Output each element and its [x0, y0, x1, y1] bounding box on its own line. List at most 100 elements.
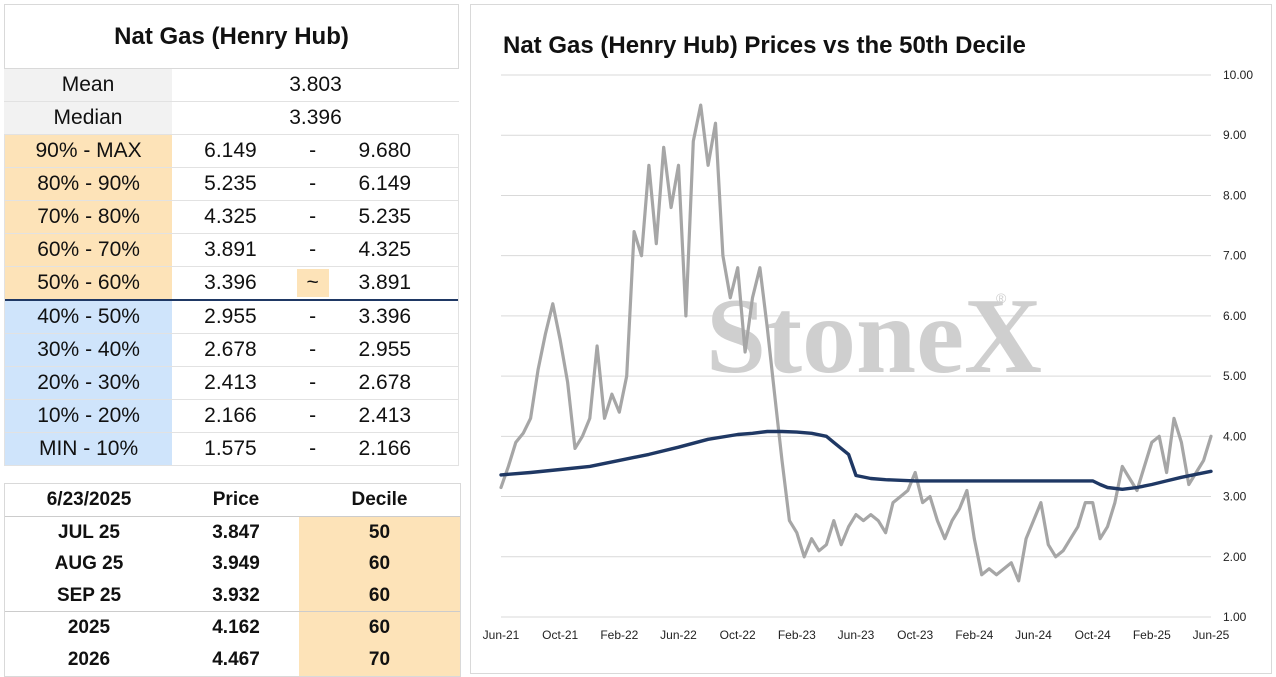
decile-label: 60% - 70%: [5, 234, 173, 266]
decile-low: 5.235: [204, 172, 257, 195]
contract-price: 4.162: [212, 617, 260, 639]
futures-row: JUL 25 3.847 50: [5, 516, 460, 549]
decile-row: 50% - 60% 3.396 ~3.891: [5, 267, 458, 301]
decile-label: 30% - 40%: [5, 334, 173, 366]
x-tick-label: Oct-24: [1075, 628, 1111, 642]
mean-label: Mean: [4, 69, 172, 101]
decile-row: 40% - 50% 2.955 - 3.396: [5, 301, 458, 334]
decile-table: Nat Gas (Henry Hub) Mean 3.803 Median 3.…: [4, 4, 459, 466]
futures-row: 2026 4.467 70: [5, 643, 460, 676]
decile-50th-series-line: [499, 429, 1213, 491]
decile-row: 30% - 40% 2.678 - 2.955: [5, 334, 458, 367]
decile-high: 3.396: [358, 305, 412, 328]
decile-low: 2.166: [204, 404, 257, 427]
mean-value: 3.803: [289, 73, 342, 96]
futures-rows: JUL 25 3.847 50 AUG 25 3.949 60 SEP 25 3.932 60 2…: [5, 516, 460, 676]
contract-price: 3.949: [212, 553, 260, 575]
price-series-line: [499, 103, 1213, 583]
decile-label: 90% - MAX: [5, 135, 173, 167]
futures-table: 6/23/2025 Price Decile JUL 25 3.847 50 AUG …: [4, 483, 461, 677]
contract-price: 4.467: [212, 648, 260, 670]
x-tick-label: Feb-22: [600, 628, 638, 642]
x-tick-label: Jun-23: [838, 628, 875, 642]
decile-high: 4.325: [358, 238, 412, 261]
decile-high: 6.149: [358, 172, 412, 195]
x-tick-label: Feb-24: [955, 628, 993, 642]
registered-mark: ®: [996, 290, 1007, 306]
contract-label: JUL 25: [58, 521, 120, 543]
decile-high: 5.235: [358, 205, 412, 228]
futures-header: 6/23/2025 Price Decile: [5, 484, 460, 517]
mean-row: Mean 3.803: [4, 69, 459, 102]
decile-label: 40% - 50%: [5, 301, 173, 333]
decile-separator: -: [309, 338, 317, 361]
y-tick-label: 1.00: [1223, 610, 1247, 624]
x-tick-label: Jun-24: [1015, 628, 1052, 642]
table-title: Nat Gas (Henry Hub): [4, 4, 459, 69]
decile-low: 3.891: [204, 238, 257, 261]
decile-rows: 90% - MAX 6.149 - 9.680 80% - 90% 5.235 - 6.149…: [4, 135, 459, 466]
decile-label: 50% - 60%: [5, 267, 173, 299]
decile-label: 10% - 20%: [5, 400, 173, 432]
y-tick-label: 6.00: [1223, 309, 1247, 323]
decile-label: 80% - 90%: [5, 168, 173, 200]
median-value: 3.396: [289, 106, 342, 129]
y-tick-label: 5.00: [1223, 369, 1247, 383]
x-tick-label: Jun-25: [1193, 628, 1230, 642]
decile-header: Decile: [351, 489, 408, 510]
decile-high: 2.955: [358, 338, 412, 361]
x-tick-label: Oct-22: [720, 628, 756, 642]
decile-label: 70% - 80%: [5, 201, 173, 233]
decile-separator: -: [309, 305, 317, 328]
decile-row: 20% - 30% 2.413 - 2.678: [5, 367, 458, 400]
contract-label: AUG 25: [54, 553, 124, 575]
decile-high: 3.891: [358, 271, 412, 294]
decile-low: 2.413: [204, 371, 257, 394]
decile-row: 80% - 90% 5.235 - 6.149: [5, 168, 458, 201]
y-tick-label: 9.00: [1223, 128, 1247, 142]
stonex-watermark: StoneX: [706, 277, 1042, 396]
decile-row: 10% - 20% 2.166 - 2.413: [5, 400, 458, 433]
contract-label: SEP 25: [56, 584, 122, 606]
x-tick-label: Feb-25: [1133, 628, 1171, 642]
decile-separator: -: [309, 437, 317, 460]
y-tick-label: 10.00: [1223, 68, 1253, 82]
y-tick-label: 2.00: [1223, 550, 1247, 564]
contract-decile: 60: [299, 612, 460, 644]
current-decile-marker: ~: [296, 269, 329, 297]
contract-price: 3.847: [212, 521, 260, 543]
x-tick-label: Jun-22: [660, 628, 697, 642]
x-tick-label: Feb-23: [778, 628, 816, 642]
futures-date: 6/23/2025: [46, 489, 132, 510]
decile-low: 1.575: [204, 437, 257, 460]
decile-high: 2.413: [358, 404, 412, 427]
chart-panel: Nat Gas (Henry Hub) Prices vs the 50th D…: [470, 4, 1272, 674]
decile-low: 6.149: [204, 139, 257, 162]
decile-high: 2.678: [358, 371, 412, 394]
price-chart: StoneX® 1.00 2.00 3.00 4.00 5.00 6.00 7.00 8.00…: [483, 68, 1254, 642]
decile-separator: -: [309, 404, 317, 427]
x-tick-label: Jun-21: [483, 628, 520, 642]
decile-separator: -: [309, 172, 317, 195]
decile-separator: -: [309, 205, 317, 228]
decile-low: 3.396: [204, 271, 257, 294]
chart-title: Nat Gas (Henry Hub) Prices vs the 50th D…: [503, 32, 1026, 59]
decile-low: 2.955: [204, 305, 257, 328]
decile-low: 2.678: [204, 338, 257, 361]
decile-row: 90% - MAX 6.149 - 9.680: [5, 135, 458, 168]
decile-high: 2.166: [358, 437, 412, 460]
decile-separator: -: [309, 139, 317, 162]
decile-low: 4.325: [204, 205, 257, 228]
futures-row: SEP 25 3.932 60: [5, 579, 460, 612]
decile-row: MIN - 10% 1.575 - 2.166: [5, 433, 458, 466]
contract-label: 2025: [67, 617, 111, 639]
y-tick-label: 7.00: [1223, 249, 1247, 263]
contract-decile: 60: [299, 579, 460, 612]
y-tick-label: 4.00: [1223, 429, 1247, 443]
x-tick-label: Oct-23: [897, 628, 933, 642]
decile-separator: -: [309, 371, 317, 394]
decile-label: MIN - 10%: [5, 433, 173, 465]
futures-row: AUG 25 3.949 60: [5, 548, 460, 580]
decile-separator: -: [309, 238, 317, 261]
decile-label: 20% - 30%: [5, 367, 173, 399]
